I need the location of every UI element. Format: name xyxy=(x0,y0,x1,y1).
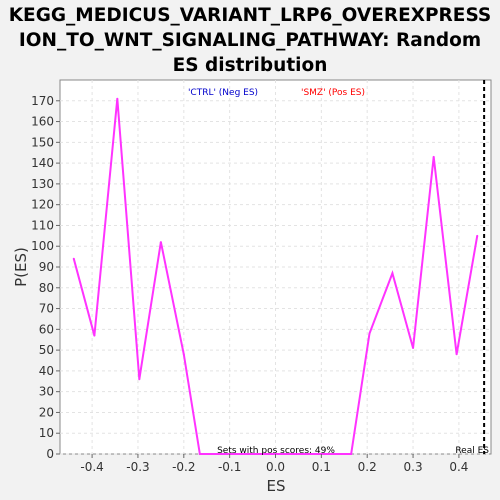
es-data-point xyxy=(219,453,222,455)
y-tick-label: 110 xyxy=(31,218,54,232)
y-tick-label: 60 xyxy=(39,322,54,336)
es-data-point xyxy=(391,272,394,275)
chart-title: KEGG_MEDICUS_VARIANT_LRP6_OVEREXPRESS IO… xyxy=(0,3,500,78)
es-data-point xyxy=(311,453,314,455)
es-data-point xyxy=(412,347,415,350)
x-tick-label: -0.3 xyxy=(126,460,149,474)
grid-layer xyxy=(60,80,491,455)
es-data-point xyxy=(138,378,141,381)
x-tick-label: -0.2 xyxy=(172,460,195,474)
y-tick-label: 120 xyxy=(31,198,54,212)
es-data-point xyxy=(93,334,96,337)
y-tick-label: 140 xyxy=(31,156,54,170)
y-tick-label: 40 xyxy=(39,364,54,378)
es-data-point xyxy=(350,453,353,455)
legend-neg-label: 'CTRL' (Neg ES) xyxy=(188,88,258,98)
pos-scores-annotation: Sets with pos scores: 49% xyxy=(217,446,335,456)
x-tick-label: 0.1 xyxy=(312,460,331,474)
axis-layer xyxy=(56,100,460,458)
es-data-point xyxy=(476,234,479,237)
y-tick-label: 170 xyxy=(31,94,54,108)
y-tick-label: 80 xyxy=(39,281,54,295)
y-tick-label: 20 xyxy=(39,405,54,419)
y-tick-label: 160 xyxy=(31,115,54,129)
chart-title-line-1: KEGG_MEDICUS_VARIANT_LRP6_OVEREXPRESS xyxy=(8,5,492,26)
y-tick-label: 100 xyxy=(31,239,54,253)
es-data-point xyxy=(237,453,240,455)
chart-title-line-2: ION_TO_WNT_SIGNALING_PATHWAY: Random xyxy=(18,30,482,51)
chart-title-line-3: ES distribution xyxy=(172,55,328,76)
y-tick-label: 30 xyxy=(39,385,54,399)
y-tick-label: 50 xyxy=(39,343,54,357)
es-data-point xyxy=(368,332,371,335)
x-tick-label: 0.3 xyxy=(404,460,423,474)
real-es-label: Real ES xyxy=(455,446,489,456)
x-tick-label: -0.1 xyxy=(218,460,241,474)
legend-pos-label: 'SMZ' (Pos ES) xyxy=(301,88,365,98)
x-tick-label: -0.4 xyxy=(80,460,103,474)
es-data-point xyxy=(432,155,435,158)
x-tick-label: 0.0 xyxy=(266,460,285,474)
y-axis-title: P(ES) xyxy=(12,247,30,287)
es-data-point xyxy=(72,257,75,260)
es-data-point xyxy=(182,353,185,356)
es-data-point xyxy=(116,97,119,100)
y-tick-label: 0 xyxy=(46,447,54,461)
es-data-point xyxy=(198,453,201,455)
es-data-point xyxy=(455,353,458,356)
y-tick-label: 130 xyxy=(31,177,54,191)
es-data-point xyxy=(329,453,332,455)
y-tick-label: 10 xyxy=(39,426,54,440)
x-axis-title: ES xyxy=(267,477,286,495)
y-tick-label: 90 xyxy=(39,260,54,274)
y-tick-label: 150 xyxy=(31,135,54,149)
label-layer: 0 10 20 30 40 50 60 70 80 90 100 110 120 130 140 150 160… xyxy=(31,94,468,474)
x-tick-label: 0.2 xyxy=(358,460,377,474)
y-tick-label: 70 xyxy=(39,302,54,316)
es-data-point xyxy=(159,241,162,244)
x-tick-label: 0.4 xyxy=(449,460,468,474)
